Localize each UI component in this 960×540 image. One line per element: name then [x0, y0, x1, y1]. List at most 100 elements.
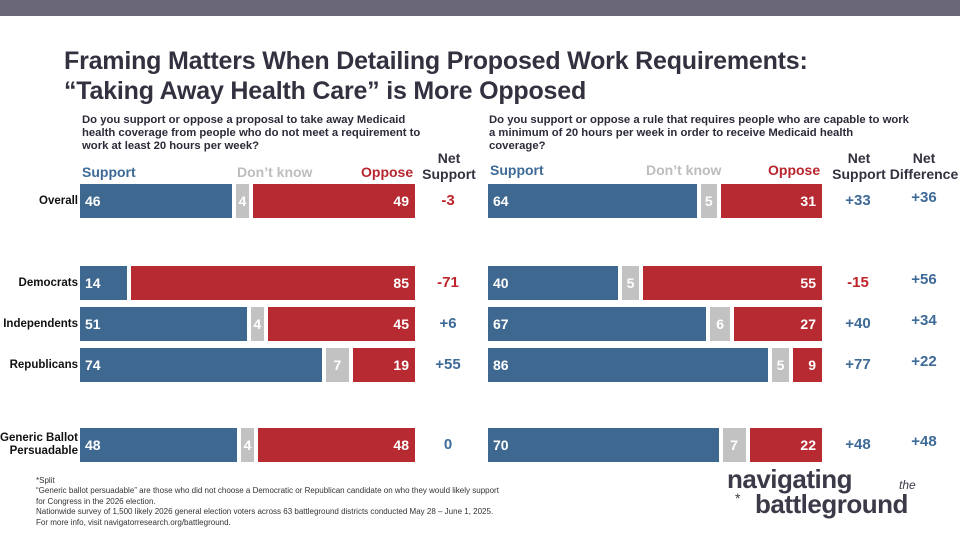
right-net-header-line1: Net: [847, 150, 871, 166]
row-label-republicans: Republicans: [10, 359, 78, 372]
row-label-line: Generic Ballot: [0, 432, 78, 444]
right-support-bar: 67: [488, 307, 707, 341]
right-net-support-value: +77: [845, 356, 871, 373]
left-oppose-value: 49: [393, 193, 409, 209]
footnote-methodology: Nationwide survey of 1,500 likely 2026 g…: [36, 507, 494, 517]
left-support-value: 48: [85, 437, 101, 453]
right-oppose-bar: 22: [749, 428, 822, 462]
left-dontknow-value: 4: [238, 193, 247, 209]
right-dontknow-value: 5: [626, 275, 635, 291]
left-support-bar: 14: [80, 266, 127, 300]
navigating-battleground-logo: navigating the * battleground: [727, 464, 942, 519]
diff-header-line1: Net: [912, 150, 936, 166]
row-label-line: Overall: [39, 194, 78, 207]
right-dontknow-bar: 5: [772, 348, 789, 382]
net-difference-value: +22: [911, 353, 937, 370]
logo-navigating: navigating: [727, 464, 853, 494]
right-net-support-value: +48: [845, 436, 871, 453]
right-dontknow-bar: 7: [722, 428, 746, 462]
page-title: Framing Matters When Detailing Proposed …: [64, 46, 924, 106]
left-net-support-value: +55: [435, 356, 461, 373]
left-support-bar: 74: [80, 348, 322, 382]
left-oppose-value: 48: [393, 437, 409, 453]
right-net-support-value: +40: [845, 315, 871, 332]
right-oppose-bar: 55: [642, 266, 822, 300]
net-difference-header: Net Difference: [884, 150, 960, 182]
left-support-header: Support: [82, 164, 136, 180]
right-oppose-bar: 31: [720, 184, 822, 218]
right-dontknow-value: 5: [776, 357, 785, 373]
net-difference-value: +36: [911, 189, 937, 206]
left-dontknow-value: 4: [243, 437, 252, 453]
right-dontknow-bar: 5: [700, 184, 717, 218]
diff-header-line2: Difference: [889, 166, 959, 182]
left-support-bar: 51: [80, 307, 247, 341]
right-oppose-value: 9: [808, 357, 816, 373]
top-bar: [0, 0, 960, 16]
left-net-support-value: -71: [437, 274, 459, 291]
right-support-value: 67: [493, 316, 509, 332]
right-net-header-line2: Support: [832, 166, 886, 182]
left-oppose-bar: 85: [130, 266, 415, 300]
right-dontknow-bar: 5: [622, 266, 639, 300]
row-label-line: Persuadable: [9, 445, 78, 457]
title-line-1: Framing Matters When Detailing Proposed …: [64, 47, 808, 75]
left-oppose-value: 45: [393, 316, 409, 332]
left-oppose-bar: 48: [258, 428, 415, 462]
logo-battleground: battleground: [755, 489, 908, 519]
right-oppose-header: Oppose: [768, 162, 821, 178]
left-dontknow-value: 4: [253, 316, 262, 332]
right-oppose-value: 55: [800, 275, 816, 291]
left-support-value: 14: [85, 275, 101, 291]
right-dontknow-value: 5: [704, 193, 713, 209]
right-dontknow-bar: 6: [710, 307, 730, 341]
right-support-bar: 64: [488, 184, 697, 218]
left-dontknow-bar: 4: [235, 184, 250, 218]
right-support-header: Support: [490, 162, 544, 178]
right-dontknow-header: Don’t know: [646, 162, 722, 178]
left-support-value: 51: [85, 316, 101, 332]
left-support-value: 46: [85, 193, 101, 209]
title-line-2: “Taking Away Health Care” is More Oppose…: [64, 77, 587, 105]
left-dontknow-value: 7: [333, 357, 342, 373]
left-dontknow-bar: 4: [240, 428, 255, 462]
row-label-line: Independents: [3, 317, 78, 330]
right-support-bar: 40: [488, 266, 619, 300]
footnote-split: *Split: [36, 476, 55, 485]
right-support-value: 40: [493, 275, 509, 291]
left-oppose-header: Oppose: [361, 164, 414, 180]
left-net-support-value: -3: [441, 192, 455, 209]
left-net-support-header: Net Support: [414, 150, 484, 182]
left-net-header-line1: Net: [437, 150, 461, 166]
right-oppose-value: 31: [800, 193, 816, 209]
right-net-support-header: Net Support: [824, 150, 894, 182]
right-support-value: 64: [493, 193, 509, 209]
right-net-support-value: +33: [845, 192, 871, 209]
right-oppose-bar: 27: [733, 307, 822, 341]
left-oppose-bar: 49: [253, 184, 415, 218]
footnote-definition: “Generic ballot persuadable” are those w…: [36, 486, 499, 496]
row-label-line: Republicans: [9, 358, 78, 371]
row-label-democrats: Democrats: [19, 277, 78, 290]
left-question: Do you support or oppose a proposal to t…: [82, 114, 421, 152]
left-oppose-bar: 45: [267, 307, 415, 341]
right-net-support-value: -15: [847, 274, 869, 291]
right-oppose-bar: 9: [792, 348, 822, 382]
right-dontknow-value: 7: [730, 437, 738, 453]
logo-star: *: [735, 490, 741, 506]
left-net-support-value: +6: [439, 315, 457, 332]
left-dontknow-bar: 4: [250, 307, 264, 341]
right-oppose-value: 27: [800, 316, 816, 332]
left-dontknow-header: Don’t know: [237, 164, 313, 180]
net-difference-value: +34: [911, 312, 937, 329]
left-support-bar: 46: [80, 184, 232, 218]
left-oppose-value: 19: [393, 357, 409, 373]
right-dontknow-value: 6: [716, 316, 725, 332]
net-difference-value: +48: [911, 433, 937, 450]
row-label-independents: Independents: [3, 318, 78, 331]
left-net-support-value: 0: [443, 436, 453, 453]
left-support-value: 74: [85, 357, 101, 373]
left-support-bar: 48: [80, 428, 237, 462]
footnote-more-info: For more info, visit navigatorresearch.o…: [36, 517, 231, 527]
right-oppose-value: 22: [800, 437, 816, 453]
